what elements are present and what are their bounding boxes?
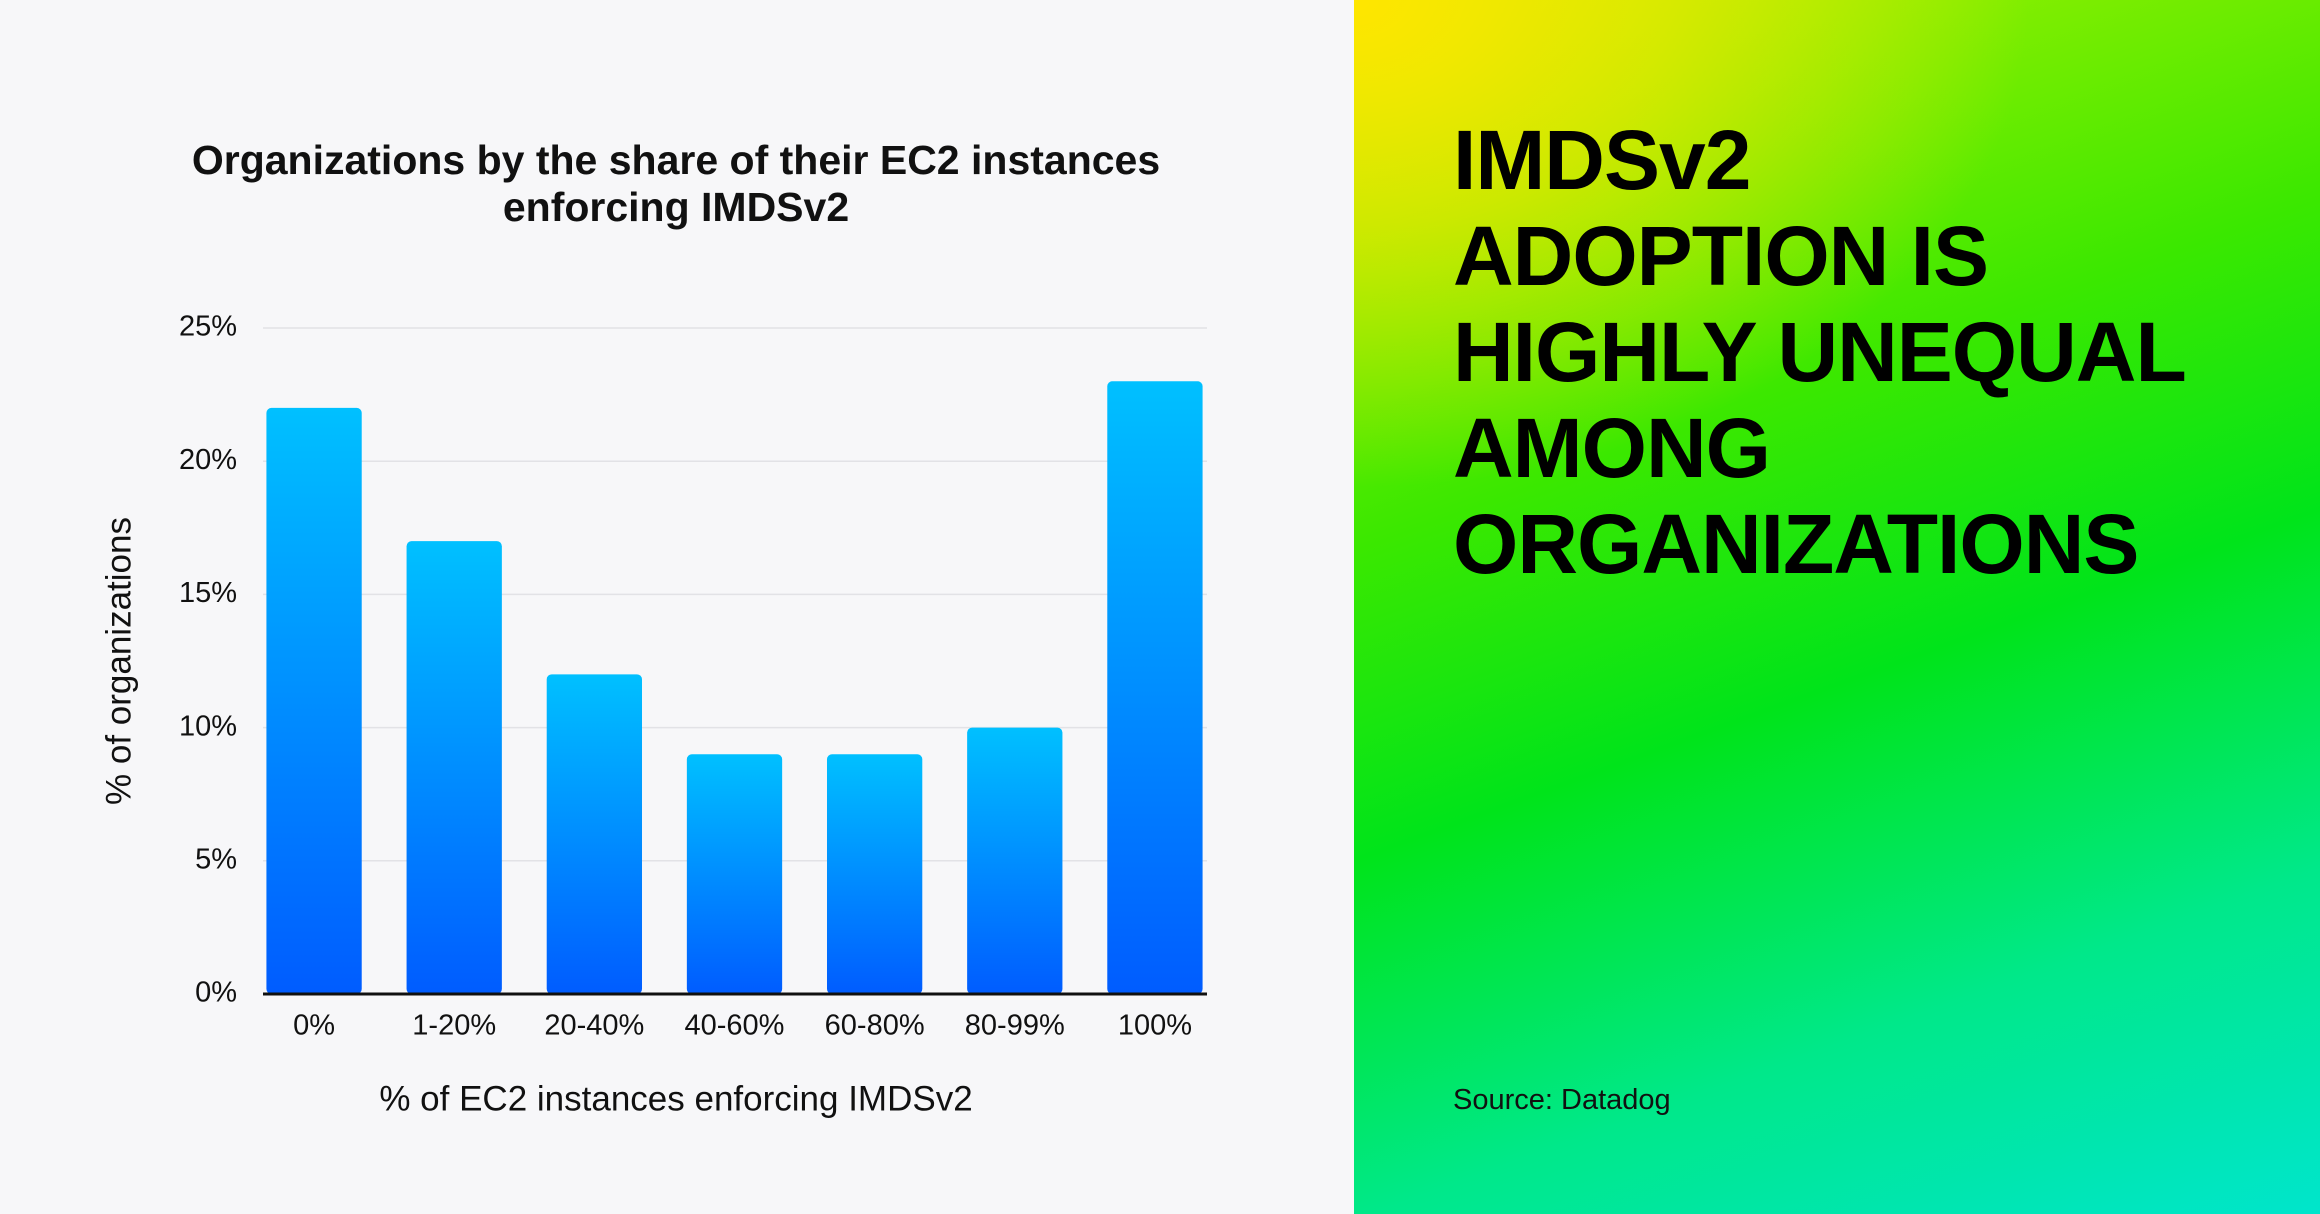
chart-title: Organizations by the share of their EC2 …	[192, 137, 1160, 230]
headline-panel: IMDSv2 ADOPTION IS HIGHLY UNEQUAL AMONG ORGA…	[1354, 0, 2320, 1214]
x-tick-label: 1-20%	[412, 1010, 496, 1042]
x-axis-title: % of EC2 instances enforcing IMDSv2	[379, 1079, 972, 1118]
x-tick-label: 40-60%	[685, 1010, 785, 1042]
y-tick-label: 10%	[179, 710, 237, 742]
bar	[1107, 381, 1203, 994]
headline-line: ORGANIZATIONS	[1453, 497, 2139, 591]
bar	[406, 541, 502, 994]
x-tick-label: 20-40%	[544, 1010, 644, 1042]
x-tick-label: 80-99%	[965, 1010, 1065, 1042]
y-tick-label: 0%	[195, 977, 237, 1009]
y-tick-label: 5%	[195, 843, 237, 875]
bar	[826, 754, 923, 994]
chart: Organizations by the share of their EC2 …	[99, 137, 1207, 1118]
x-tick-label: 0%	[293, 1010, 335, 1042]
bar	[266, 407, 362, 994]
bar	[546, 674, 643, 994]
source: Source: Datadog	[1453, 1084, 1671, 1116]
y-tick-label: 15%	[179, 577, 237, 609]
bar	[967, 727, 1063, 994]
y-tick-label: 20%	[179, 444, 237, 476]
y-axis-title: % of organizations	[99, 517, 138, 805]
bar	[686, 754, 783, 994]
chart-panel: Organizations by the share of their EC2 …	[99, 136, 1207, 1119]
headline-line: AMONG	[1453, 401, 1771, 495]
x-tick-label: 100%	[1118, 1010, 1192, 1042]
headline-line: HIGHLY UNEQUAL	[1453, 305, 2187, 399]
y-tick-label: 25%	[179, 311, 237, 343]
headline-line: ADOPTION IS	[1453, 209, 1989, 303]
headline: IMDSv2 ADOPTION IS HIGHLY UNEQUAL AMONG ORGA…	[1453, 112, 2187, 592]
headline-line: IMDSv2	[1453, 113, 1751, 207]
x-tick-label: 60-80%	[825, 1010, 925, 1042]
